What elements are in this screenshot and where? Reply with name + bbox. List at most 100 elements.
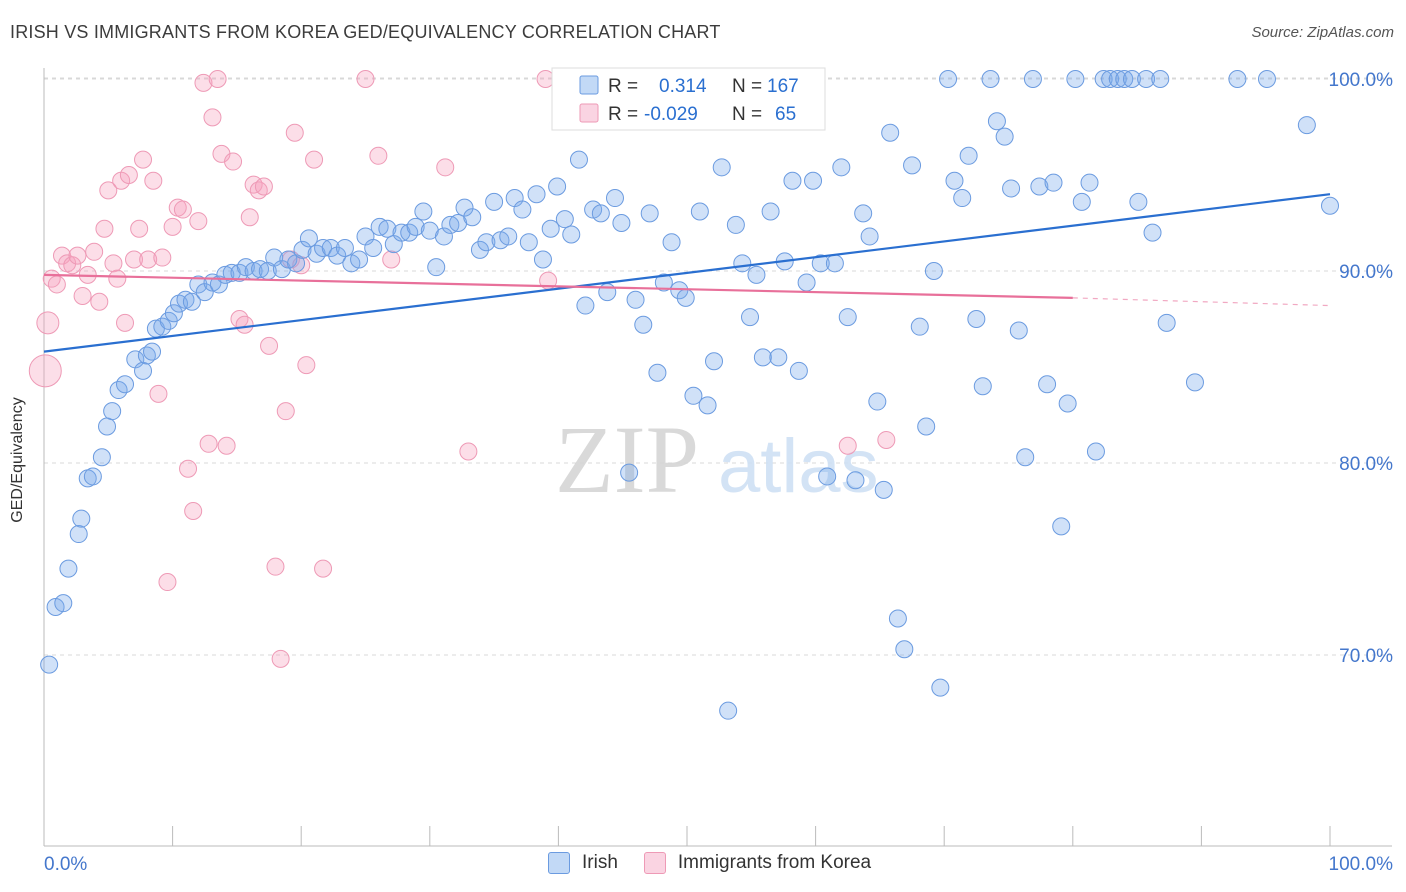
irish-point	[59, 559, 78, 578]
y-tick-label: 100.0%	[1329, 70, 1394, 91]
irish-point	[804, 171, 823, 190]
korea-point	[459, 442, 478, 461]
korea-point	[276, 402, 295, 421]
irish-point	[719, 701, 738, 720]
irish-point	[533, 250, 552, 269]
source-label: Source: ZipAtlas.com	[1251, 24, 1394, 41]
legend-korea-n-value: 65	[775, 104, 796, 125]
korea-point	[144, 171, 163, 190]
korea-point	[95, 219, 114, 238]
irish-point	[818, 467, 837, 486]
chart-title: IRISH VS IMMIGRANTS FROM KOREA GED/EQUIV…	[10, 22, 721, 42]
irish-point	[783, 171, 802, 190]
irish-point	[54, 594, 73, 613]
x-tick-label-max: 100.0%	[1329, 854, 1394, 875]
irish-point	[605, 189, 624, 208]
irish-point	[634, 315, 653, 334]
irish-point	[753, 348, 772, 367]
korea-point	[224, 152, 243, 171]
bottom-legend-irish: Irish	[548, 852, 618, 874]
irish-point	[470, 240, 489, 259]
irish-point	[832, 158, 851, 177]
y-tick-label: 80.0%	[1339, 454, 1393, 475]
irish-point	[769, 348, 788, 367]
irish-point	[293, 240, 312, 259]
korea-point	[149, 384, 168, 403]
korea-point	[116, 313, 135, 332]
irish-point	[555, 210, 574, 229]
korea-point	[285, 123, 304, 142]
bottom-legend-korea-label: Immigrants from Korea	[677, 852, 872, 873]
korea-point	[199, 434, 218, 453]
korea-point	[139, 250, 158, 269]
irish-point	[684, 386, 703, 405]
irish-point	[1016, 448, 1035, 467]
irish-point	[1185, 373, 1204, 392]
irish-point	[328, 246, 347, 265]
irish-point	[712, 158, 731, 177]
irish-point	[441, 215, 460, 234]
legend-irish-n-label: N =	[732, 76, 762, 97]
korea-point	[877, 430, 896, 449]
irish-point	[485, 192, 504, 211]
irish-point	[519, 233, 538, 252]
irish-point	[888, 609, 907, 628]
irish-point	[477, 233, 496, 252]
irish-point	[895, 640, 914, 659]
watermark-zip: ZIP	[555, 406, 699, 513]
irish-point	[1066, 70, 1085, 88]
irish-point	[455, 198, 474, 217]
legend-korea-n-label: N =	[732, 104, 762, 125]
irish-point	[406, 217, 425, 236]
irish-point	[789, 361, 808, 380]
korea-trend-line-extension	[1072, 297, 1331, 307]
korea-point	[173, 200, 192, 219]
irish-point	[939, 70, 958, 88]
irish-point	[640, 204, 659, 223]
irish-point	[335, 238, 354, 257]
irish-point	[981, 70, 1000, 88]
korea-point	[536, 70, 555, 88]
irish-point	[513, 200, 532, 219]
korea-point	[189, 212, 208, 231]
irish-point	[924, 262, 943, 280]
irish-point	[527, 185, 546, 204]
irish-point	[1002, 179, 1021, 198]
korea-point	[130, 219, 149, 238]
irish-point	[917, 417, 936, 436]
korea-point	[240, 208, 259, 227]
legend-korea-r-label: R =	[608, 104, 638, 125]
bottom-legend-irish-label: Irish	[582, 852, 618, 873]
irish-trend-line	[43, 193, 1331, 353]
korea-point	[158, 573, 177, 592]
irish-point	[116, 375, 135, 394]
watermark-atlas: atlas	[718, 424, 879, 509]
korea-point	[838, 436, 857, 455]
irish-point	[314, 238, 333, 257]
korea-point	[254, 177, 273, 196]
irish-point	[499, 227, 518, 246]
irish-point	[1297, 116, 1316, 135]
axes	[43, 68, 1392, 847]
bottom-legend-korea-swatch	[643, 852, 666, 874]
irish-point	[874, 480, 893, 499]
korea-point	[271, 649, 290, 668]
irish-point	[463, 208, 482, 227]
korea-point	[108, 269, 127, 288]
irish-point	[189, 275, 208, 294]
irish-point	[569, 150, 588, 169]
korea-point	[85, 242, 104, 261]
irish-point	[987, 112, 1006, 131]
korea-point	[28, 354, 62, 388]
irish-point	[321, 238, 340, 257]
irish-point	[1122, 70, 1141, 88]
korea-point	[134, 150, 153, 169]
irish-point	[1080, 173, 1099, 192]
y-tick-label: 70.0%	[1339, 646, 1393, 667]
irish-point	[690, 202, 709, 221]
irish-point	[626, 290, 645, 309]
irish-point	[868, 392, 887, 411]
irish-point	[209, 275, 228, 294]
legend-korea-swatch	[579, 103, 599, 123]
irish-point	[434, 227, 453, 246]
